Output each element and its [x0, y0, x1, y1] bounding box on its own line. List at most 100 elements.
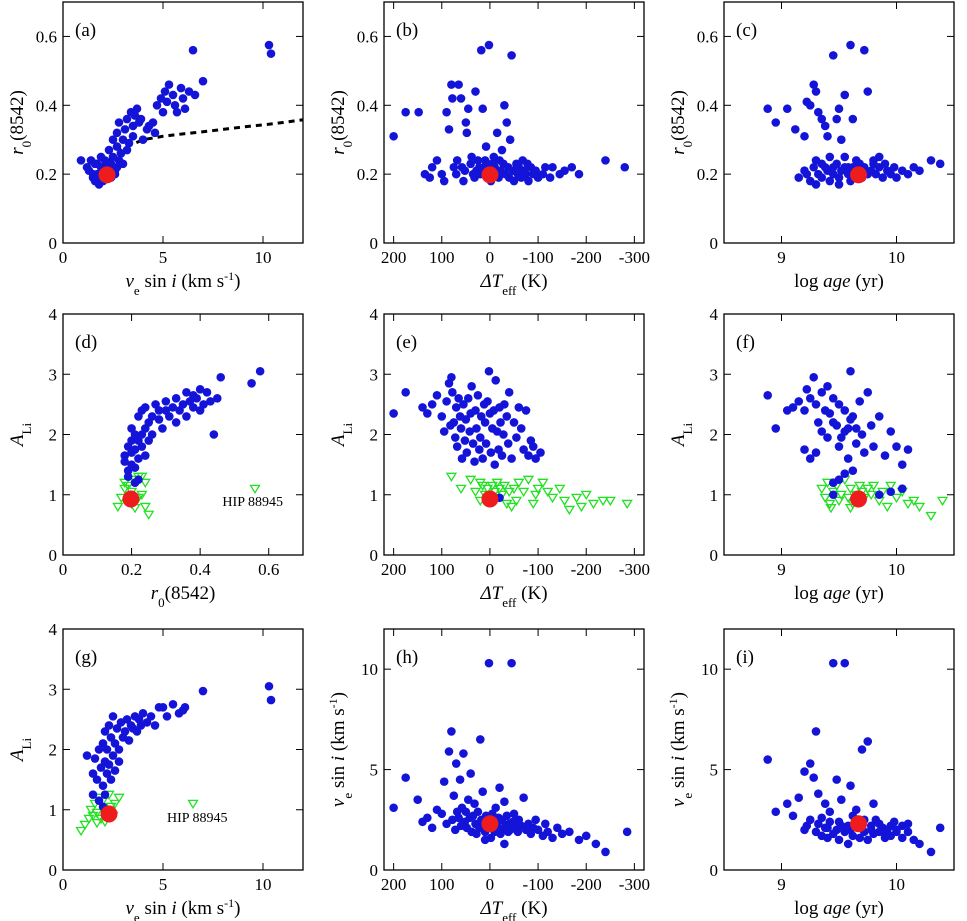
data-point	[903, 169, 913, 179]
data-point	[451, 403, 461, 412]
data-point	[456, 424, 466, 433]
data-point	[104, 145, 114, 155]
data-point	[161, 397, 171, 406]
data-point	[834, 835, 844, 845]
data-point	[500, 100, 509, 110]
data-point	[92, 775, 102, 784]
data-point	[788, 403, 798, 412]
data-point	[437, 809, 447, 819]
x-tick-label: 100	[429, 560, 455, 579]
upper-limit-marker	[844, 484, 857, 495]
y-tick-label: 1	[710, 486, 719, 505]
x-tick-label: -100	[522, 248, 553, 267]
upper-limit-marker	[498, 481, 511, 492]
x-tick-label: 10	[888, 560, 905, 579]
data-point	[164, 80, 174, 89]
data-point	[800, 767, 809, 776]
data-point	[461, 415, 471, 424]
data-point	[188, 45, 198, 55]
x-axis-label: r0(8542)	[151, 583, 216, 610]
data-point	[851, 805, 861, 815]
data-point	[915, 839, 924, 849]
upper-limit-marker	[575, 502, 588, 513]
data-point	[447, 727, 456, 736]
data-point	[160, 87, 170, 96]
upper-limit-marker	[936, 496, 949, 507]
data-point	[855, 397, 864, 406]
data-point	[450, 433, 460, 442]
data-point	[903, 827, 913, 837]
data-point	[540, 162, 550, 172]
x-tick-label: 5	[159, 248, 168, 267]
data-point	[848, 466, 858, 475]
data-point	[591, 839, 601, 849]
y-tick-label: 2	[49, 741, 58, 760]
data-point	[449, 162, 459, 172]
y-tick-label: 1	[49, 801, 58, 820]
x-tick-label: 0	[486, 248, 495, 267]
panel-d: 0 0.2 0.4 0.6 0 1 2 3 4 r0(8542) ALi (d) HIP 88945	[7, 305, 304, 610]
y-tick-label: 3	[49, 365, 58, 384]
data-point	[507, 454, 516, 463]
data-point	[825, 409, 835, 418]
x-tick-label: 0.4	[190, 560, 212, 579]
data-point	[886, 487, 896, 497]
data-point	[832, 159, 841, 169]
data-point	[216, 372, 226, 382]
data-point	[538, 169, 548, 179]
y-tick-label: 0	[710, 861, 719, 880]
data-point	[851, 439, 861, 448]
data-point	[817, 427, 827, 436]
highlight-point	[850, 815, 868, 833]
panel-b: 200 100 0 -100 -200 -300 0 0.2 0.4 0.6 ΔTeff (K) r0…	[328, 1, 650, 298]
data-point	[889, 817, 899, 827]
data-point	[150, 128, 160, 138]
upper-limit-marker	[825, 503, 837, 514]
x-tick-label: 0	[59, 560, 68, 579]
data-point	[460, 436, 470, 445]
data-point	[448, 388, 457, 397]
data-point	[866, 421, 876, 430]
data-point	[820, 799, 830, 809]
data-point	[114, 745, 124, 754]
data-point	[840, 406, 850, 415]
highlight-point	[850, 490, 868, 508]
data-point	[470, 457, 479, 466]
data-point	[557, 829, 567, 839]
upper-limit-marker	[527, 499, 539, 510]
data-point	[533, 825, 543, 835]
data-point	[500, 400, 509, 409]
data-point	[507, 658, 516, 668]
panel-a: 0 5 10 0 0.2 0.4 0.6 ve sin i (km s-1) r0(8542) (…	[7, 1, 304, 298]
data-point	[814, 789, 823, 798]
data-point	[832, 114, 841, 124]
data-point	[886, 831, 896, 841]
annotation-label: HIP 88945	[167, 811, 228, 826]
data-point	[389, 803, 398, 813]
data-point	[505, 135, 515, 145]
upper-limit-marker	[558, 496, 571, 507]
data-point	[172, 107, 182, 117]
upper-limit-marker	[79, 820, 91, 831]
upper-limit-marker	[908, 496, 920, 507]
data-point	[452, 156, 462, 165]
axes-frame	[62, 313, 304, 556]
data-point	[171, 394, 181, 403]
data-point	[447, 80, 456, 89]
data-point	[188, 403, 198, 412]
data-point	[834, 180, 844, 189]
data-point	[802, 169, 812, 179]
upper-limit-marker	[510, 496, 523, 507]
data-point	[432, 391, 442, 400]
data-point	[825, 152, 835, 162]
data-point	[437, 412, 447, 421]
x-tick-label: 10	[888, 248, 905, 267]
data-point	[514, 403, 524, 412]
axes-frame	[383, 1, 645, 244]
data-point	[466, 769, 475, 778]
data-point	[863, 835, 873, 845]
data-point	[491, 803, 501, 813]
upper-limit-marker	[819, 493, 831, 504]
data-point	[138, 135, 148, 145]
